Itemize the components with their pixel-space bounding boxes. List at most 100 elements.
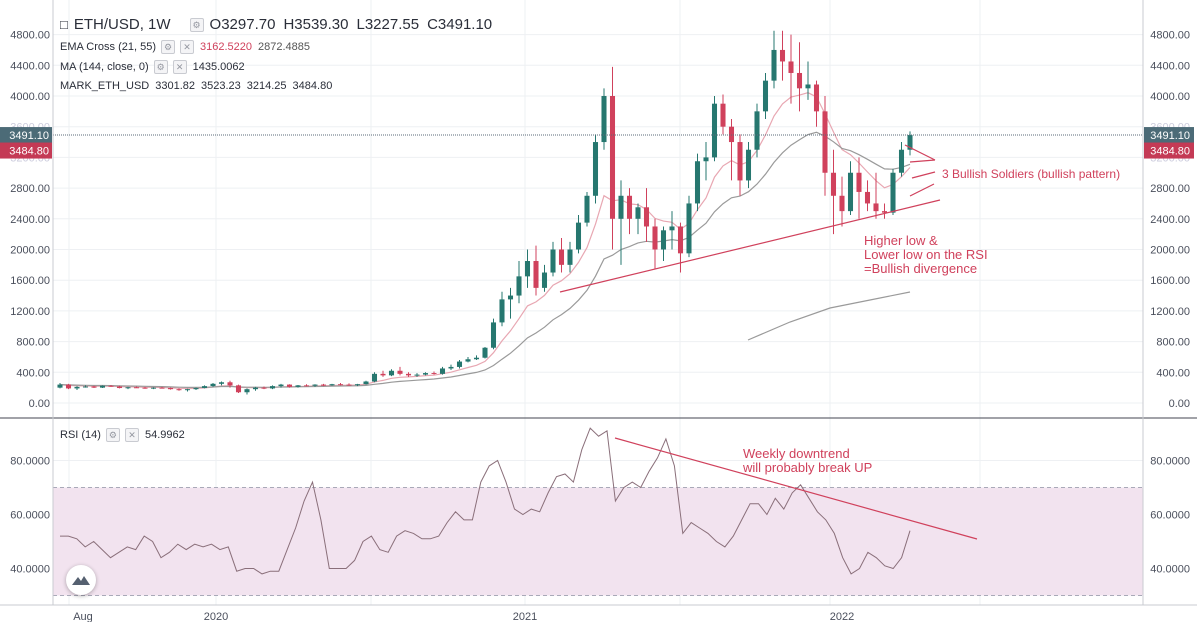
price-tag-label: 3484.80 bbox=[1150, 146, 1190, 158]
time-tick-label: Aug bbox=[73, 611, 93, 622]
ohlc-high: H3539.30 bbox=[283, 16, 349, 33]
ma-144-line bbox=[747, 291, 911, 341]
price-tick-label: 800.00 bbox=[16, 337, 50, 349]
candle bbox=[575, 222, 582, 250]
symbol-title[interactable]: ETH/USD, 1W bbox=[73, 16, 171, 33]
candle bbox=[405, 373, 412, 376]
candle bbox=[771, 49, 777, 81]
candle bbox=[218, 382, 225, 384]
candle bbox=[898, 149, 905, 173]
candle bbox=[278, 384, 284, 387]
mark-value-1: 3301.82 bbox=[155, 80, 196, 92]
rsi-close-icon[interactable]: ✕ bbox=[124, 428, 139, 442]
price-tags: 3491.10 3491.10 3484.80 3484.80 bbox=[0, 127, 1194, 159]
price-tick-label: 2400.00 bbox=[1150, 214, 1190, 226]
price-tick-label: 2000.00 bbox=[1150, 245, 1190, 257]
candle bbox=[907, 135, 913, 150]
price-tag-label-left: 3484.80 bbox=[9, 146, 49, 158]
candle bbox=[482, 347, 488, 358]
price-axis-right[interactable]: 0.00 400.00 800.00 1200.00 1600.00 2000.00 240… bbox=[1150, 30, 1190, 410]
price-tick-label: 1600.00 bbox=[10, 275, 50, 287]
candle bbox=[686, 203, 692, 254]
symbol-legend: □ ETH/USD, 1W ⚙ O3297.70 H3539.30 L3227.… bbox=[60, 16, 492, 33]
price-tick-label: 1200.00 bbox=[1150, 306, 1190, 318]
candle bbox=[91, 386, 97, 388]
candle bbox=[235, 385, 242, 393]
candle bbox=[193, 388, 199, 390]
candle bbox=[584, 195, 590, 223]
candle bbox=[618, 195, 624, 219]
ma-label[interactable]: MA (144, close, 0) bbox=[60, 61, 149, 73]
candle bbox=[592, 142, 599, 196]
candle bbox=[609, 96, 616, 219]
candle bbox=[788, 61, 794, 73]
candle bbox=[839, 195, 845, 212]
mark-value-4: 3484.80 bbox=[292, 80, 333, 92]
price-axis-left[interactable]: 0.00 400.00 800.00 1200.00 1600.00 2000.00 240… bbox=[10, 30, 50, 410]
candle bbox=[830, 172, 837, 196]
candle bbox=[660, 230, 667, 250]
candle bbox=[465, 359, 471, 362]
candle bbox=[150, 387, 157, 389]
candle bbox=[252, 387, 259, 390]
candle bbox=[125, 387, 131, 389]
candle bbox=[669, 226, 675, 231]
candle bbox=[567, 249, 573, 265]
candle bbox=[176, 389, 182, 391]
candle bbox=[261, 387, 267, 389]
ema-label[interactable]: EMA Cross (21, 55) bbox=[60, 41, 156, 53]
price-tick-label: 4400.00 bbox=[1150, 60, 1190, 72]
price-tag-bg-left bbox=[0, 127, 52, 144]
candle bbox=[380, 373, 386, 376]
rsi-settings-icon[interactable]: ⚙ bbox=[105, 428, 120, 442]
price-tag-bg bbox=[1144, 127, 1194, 144]
ma-legend: MA (144, close, 0) ⚙ ✕ 1435.0062 bbox=[60, 60, 245, 74]
trendline bbox=[904, 144, 936, 161]
candle bbox=[728, 126, 735, 143]
rsi-axis-right[interactable]: 40.0000 60.0000 80.0000 bbox=[1150, 456, 1190, 576]
price-tick-label: 2800.00 bbox=[1150, 183, 1190, 195]
candle bbox=[312, 384, 318, 386]
ema-settings-icon[interactable]: ⚙ bbox=[160, 40, 175, 54]
candle bbox=[533, 261, 539, 288]
price-tick-label: 800.00 bbox=[1156, 337, 1190, 349]
mark-label[interactable]: MARK_ETH_USD bbox=[60, 80, 150, 92]
candle bbox=[890, 172, 896, 213]
candle bbox=[635, 207, 641, 219]
annotation-divergence-1: Higher low & bbox=[864, 233, 938, 248]
rsi-series bbox=[60, 427, 911, 575]
candle bbox=[813, 84, 820, 112]
candle bbox=[856, 172, 862, 192]
trendline bbox=[559, 199, 941, 293]
candle bbox=[337, 384, 344, 386]
rsi-label[interactable]: RSI (14) bbox=[60, 429, 101, 441]
candle bbox=[354, 384, 361, 386]
ema-slow-line bbox=[59, 131, 911, 388]
chart-square-icon: □ bbox=[60, 17, 68, 32]
ema-fast-line bbox=[59, 92, 911, 390]
ema-close-icon[interactable]: ✕ bbox=[179, 40, 194, 54]
candle bbox=[422, 373, 429, 375]
settings-icon[interactable]: ⚙ bbox=[189, 17, 204, 32]
rsi-tick-label: 60.0000 bbox=[1150, 510, 1190, 522]
candle bbox=[388, 370, 395, 376]
time-axis[interactable]: Aug 2020 2021 2022 bbox=[73, 611, 854, 622]
rsi-tick-label: 60.0000 bbox=[10, 510, 50, 522]
candle bbox=[363, 381, 369, 385]
price-tick-label: 2400.00 bbox=[10, 214, 50, 226]
candle bbox=[516, 276, 522, 296]
ma-close-icon[interactable]: ✕ bbox=[172, 60, 187, 74]
tradingview-logo-button[interactable] bbox=[66, 565, 96, 595]
candle bbox=[720, 103, 726, 127]
candlestick-series bbox=[57, 30, 913, 395]
candle bbox=[456, 361, 463, 367]
rsi-axis-left[interactable]: 40.0000 60.0000 80.0000 bbox=[10, 456, 50, 576]
time-tick-label: 2021 bbox=[513, 611, 537, 622]
candle bbox=[108, 385, 114, 387]
trendline bbox=[614, 437, 978, 540]
candle bbox=[490, 322, 497, 348]
candle bbox=[524, 261, 531, 277]
ma-settings-icon[interactable]: ⚙ bbox=[153, 60, 168, 74]
price-tick-label: 4800.00 bbox=[10, 30, 50, 42]
